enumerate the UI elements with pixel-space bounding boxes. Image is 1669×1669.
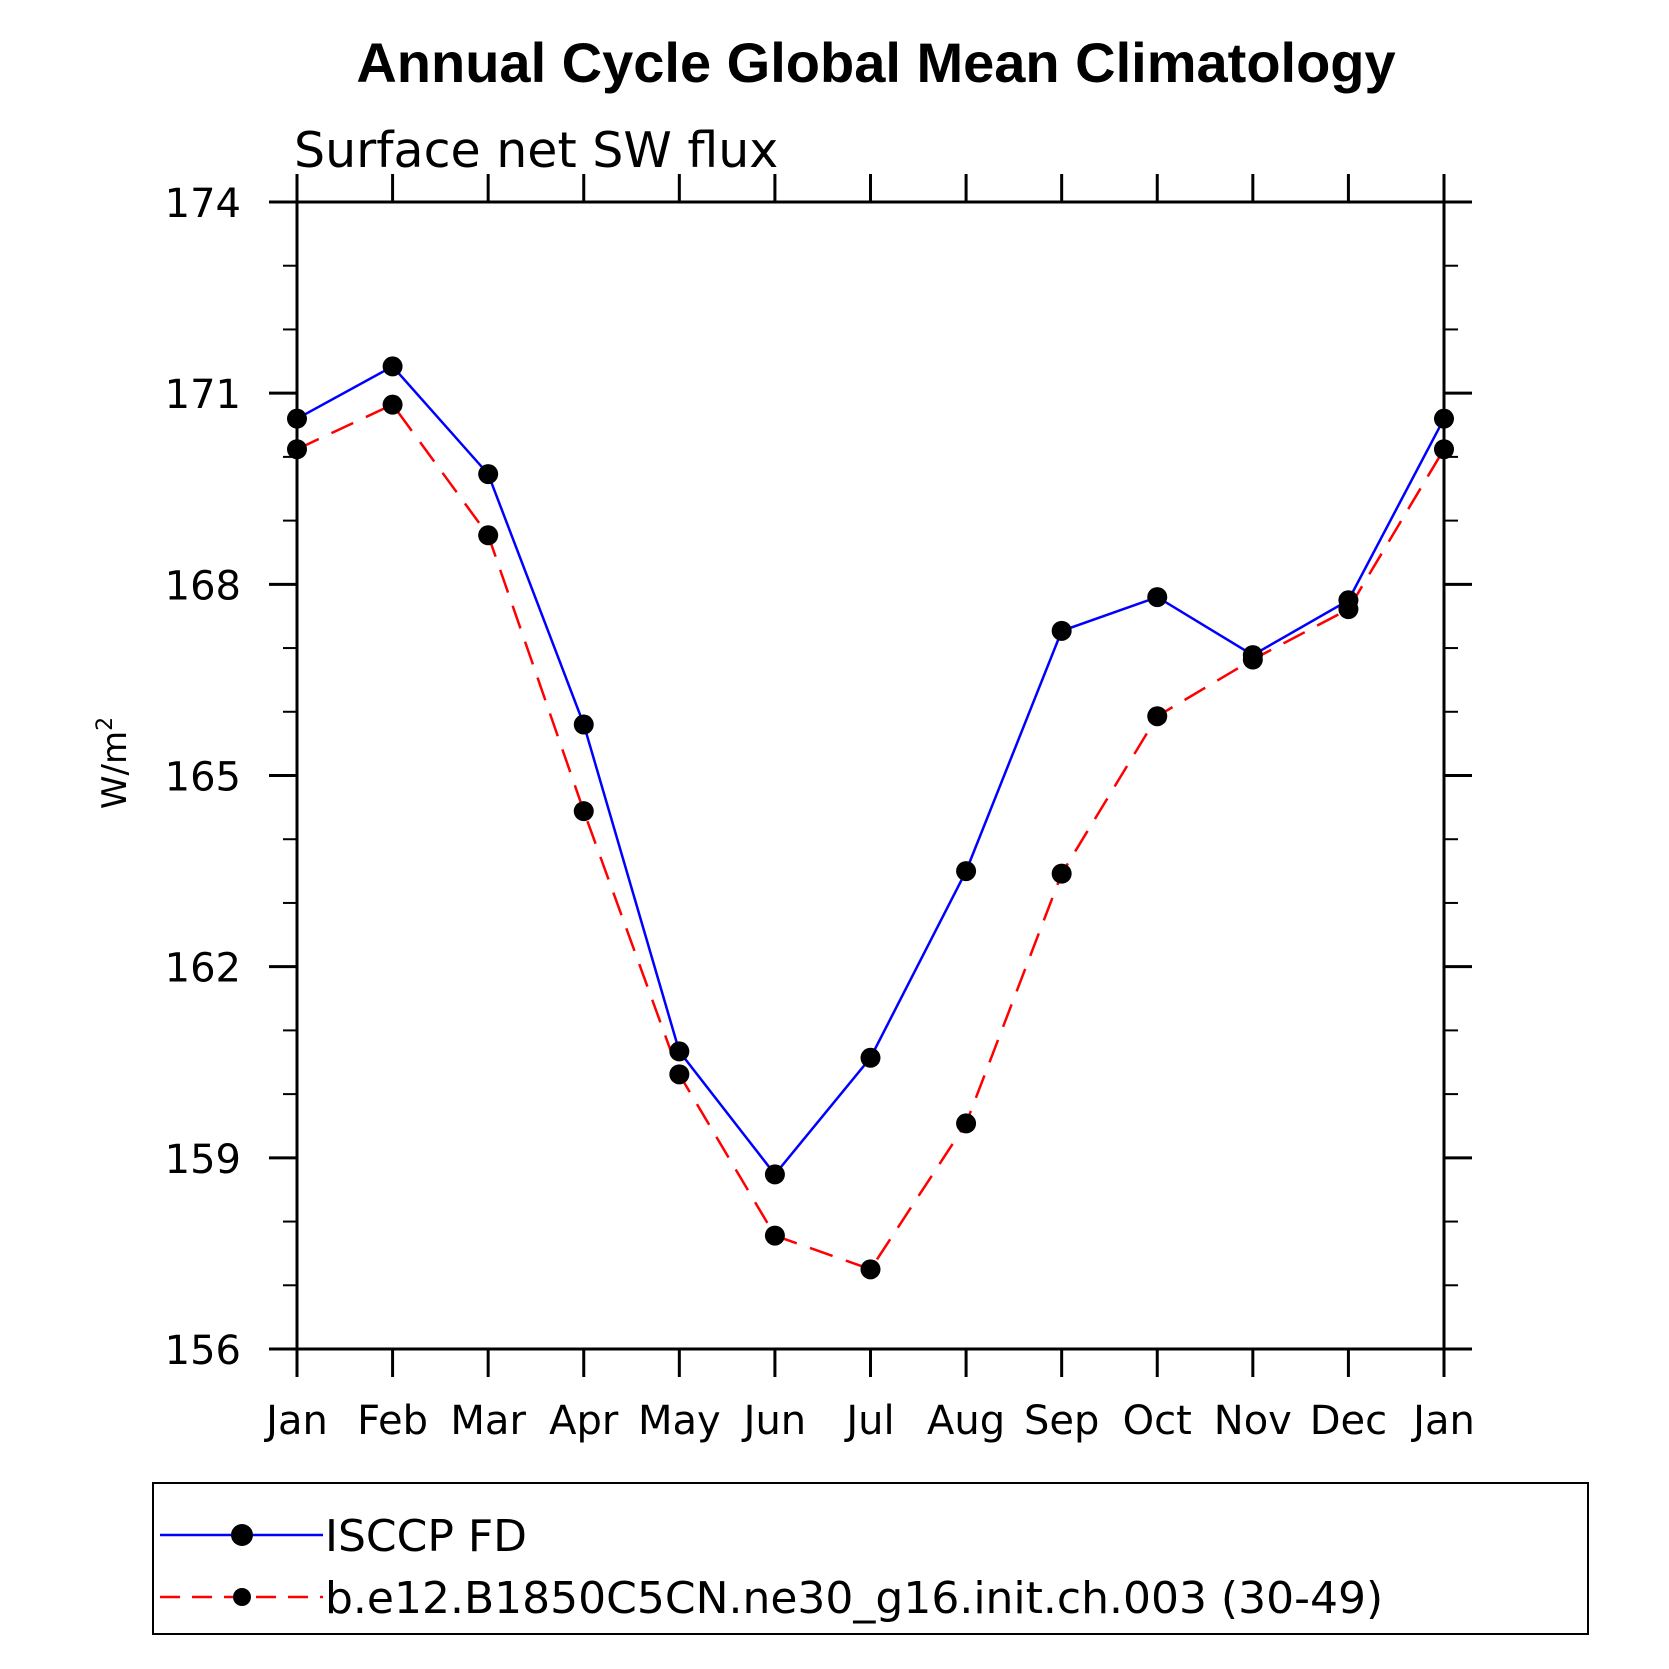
x-tick-label: Jan	[1410, 1398, 1475, 1444]
series-1-point	[860, 1047, 881, 1068]
x-tick-label: Apr	[549, 1398, 619, 1444]
chart-title: Annual Cycle Global Mean Climatology	[356, 31, 1395, 94]
x-tick-label: Dec	[1310, 1398, 1387, 1444]
chart-subtitle: Surface net SW flux	[294, 122, 778, 179]
x-tick-label: Mar	[450, 1398, 526, 1444]
y-axis-label: W/m2	[93, 717, 135, 809]
x-tick-label: May	[638, 1398, 721, 1444]
plot-area: Jan Feb Mar Apr May Jun Jul Aug Sep Oct Nov Dec Jan 1…	[165, 174, 1475, 1444]
series-2-point	[382, 394, 403, 415]
series-1-point	[1147, 587, 1168, 608]
y-tick-label: 168	[165, 563, 241, 609]
series-2-point	[956, 1113, 977, 1134]
series-1-point	[764, 1164, 785, 1185]
x-tick-label: Sep	[1024, 1398, 1099, 1444]
series-2-point	[1434, 439, 1454, 460]
series-1-point	[1051, 620, 1072, 641]
y-tick-label: 171	[165, 372, 241, 418]
series-line-2	[296, 403, 1446, 1271]
x-tick-label: Jun	[741, 1398, 807, 1444]
y-axis-label-superscript: 2	[93, 717, 118, 731]
x-tick-label: Feb	[357, 1398, 428, 1444]
y-axis-label-base: W/m	[95, 731, 135, 809]
legend: ISCCP FD b.e12.B1850C5CN.ne30_g16.init.ch…	[152, 1482, 1589, 1635]
x-tick-label: Jan	[263, 1398, 328, 1444]
x-tick-label: Aug	[927, 1398, 1005, 1444]
series-2-point	[1242, 649, 1263, 670]
legend-box	[152, 1482, 1589, 1635]
series-2-point	[573, 801, 594, 822]
x-tick-label: Nov	[1214, 1398, 1292, 1444]
y-tick-label: 156	[165, 1328, 241, 1374]
legend-label-2: b.e12.B1850C5CN.ne30_g16.init.ch.003 (30…	[325, 1573, 1383, 1624]
series-2-point	[1338, 599, 1359, 620]
series-1-point	[1434, 408, 1454, 429]
series-2-point	[478, 525, 499, 546]
series-1-point	[956, 861, 977, 882]
legend-marker-2	[233, 1588, 251, 1606]
series-1-point	[382, 356, 403, 377]
series-2-point	[287, 439, 307, 460]
series-1-point	[573, 714, 594, 735]
series-1-point	[478, 464, 499, 485]
legend-label-1: ISCCP FD	[325, 1511, 527, 1562]
y-tick-label: 162	[165, 946, 241, 992]
y-tick-label: 174	[165, 181, 241, 227]
legend-marker-1	[231, 1524, 253, 1546]
series-2-point	[669, 1064, 690, 1085]
y-tick-label: 159	[165, 1137, 241, 1183]
series-1-point	[669, 1041, 690, 1062]
series-2-point	[860, 1259, 881, 1280]
x-tick-label: Oct	[1123, 1398, 1192, 1444]
series-1-point	[287, 408, 307, 429]
y-tick-label: 165	[165, 755, 241, 801]
plot-frame	[295, 200, 1446, 1351]
series-2-point	[1051, 863, 1072, 884]
series-2-point	[764, 1225, 785, 1246]
series-2-point	[1147, 706, 1168, 727]
x-tick-label: Jul	[843, 1398, 894, 1444]
